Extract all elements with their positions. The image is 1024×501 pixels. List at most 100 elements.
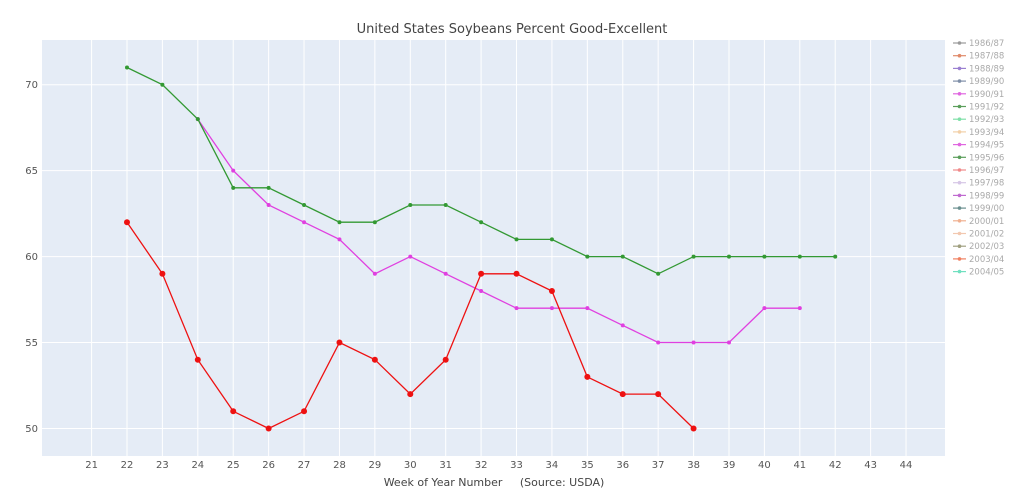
legend-item[interactable]: 2001/02 — [953, 230, 1004, 240]
x-tick-label: 26 — [262, 460, 275, 471]
data-point[interactable] — [691, 254, 696, 259]
data-point[interactable] — [371, 356, 378, 363]
x-tick-label: 29 — [369, 460, 382, 471]
data-point[interactable] — [620, 254, 625, 259]
legend-swatch-marker — [957, 117, 962, 121]
data-point[interactable] — [266, 203, 271, 208]
data-point[interactable] — [656, 271, 661, 276]
data-point[interactable] — [442, 356, 449, 363]
data-point[interactable] — [584, 373, 591, 380]
data-point[interactable] — [549, 237, 554, 242]
legend-item[interactable]: 1989/90 — [953, 77, 1004, 87]
x-tick-label: 33 — [510, 460, 523, 471]
data-point[interactable] — [443, 203, 448, 208]
legend-label: 1992/93 — [969, 115, 1004, 125]
data-point[interactable] — [372, 271, 377, 276]
x-tick-label: 42 — [829, 460, 842, 471]
x-tick-label: 34 — [546, 460, 559, 471]
x-tick-label: 37 — [652, 460, 665, 471]
legend-item[interactable]: 1987/88 — [953, 52, 1004, 62]
legend-item[interactable]: 1986/87 — [953, 39, 1004, 49]
legend-swatch-marker — [957, 53, 962, 58]
data-point[interactable] — [478, 270, 485, 277]
legend-label: 1986/87 — [969, 39, 1004, 49]
legend-item[interactable]: 1990/91 — [953, 90, 1004, 100]
data-point[interactable] — [443, 271, 448, 276]
x-tick-label: 31 — [439, 460, 452, 471]
data-point[interactable] — [762, 254, 767, 259]
legend-item[interactable]: 1991/92 — [953, 103, 1004, 113]
legend-item[interactable]: 1988/89 — [953, 64, 1004, 74]
data-point[interactable] — [230, 408, 237, 415]
legend-label: 1994/95 — [969, 141, 1004, 151]
data-point[interactable] — [231, 185, 236, 190]
data-point[interactable] — [123, 219, 130, 226]
data-point[interactable] — [265, 425, 272, 432]
x-tick-label: 23 — [156, 460, 169, 471]
legend-item[interactable]: 1998/99 — [953, 191, 1004, 201]
legend-swatch-marker — [957, 193, 962, 198]
legend-item[interactable]: 1999/00 — [953, 204, 1004, 214]
data-point[interactable] — [548, 287, 555, 294]
legend-item[interactable]: 1992/93 — [953, 115, 1004, 125]
data-point[interactable] — [726, 254, 731, 259]
data-point[interactable] — [407, 391, 414, 398]
data-point[interactable] — [833, 254, 838, 259]
data-point[interactable] — [549, 306, 554, 311]
data-point[interactable] — [302, 220, 307, 225]
data-point[interactable] — [619, 391, 626, 398]
series-2 — [123, 219, 697, 432]
legend-item[interactable]: 1994/95 — [953, 141, 1004, 151]
data-point[interactable] — [797, 254, 802, 259]
data-point[interactable] — [302, 203, 307, 208]
legend-swatch-marker — [957, 130, 962, 134]
data-point[interactable] — [690, 425, 697, 432]
data-point[interactable] — [124, 65, 129, 70]
data-point[interactable] — [159, 270, 166, 277]
data-point[interactable] — [585, 306, 590, 311]
data-point[interactable] — [372, 220, 377, 225]
data-point[interactable] — [585, 254, 590, 259]
data-point[interactable] — [691, 340, 696, 345]
legend-item[interactable]: 2004/05 — [953, 268, 1004, 278]
data-point[interactable] — [337, 220, 342, 225]
data-point[interactable] — [514, 306, 519, 311]
legend-swatch-marker — [957, 79, 962, 83]
data-point[interactable] — [301, 408, 308, 415]
data-point[interactable] — [408, 254, 413, 259]
legend-item[interactable]: 1995/96 — [953, 153, 1004, 163]
legend-swatch-marker — [957, 244, 962, 248]
legend-item[interactable]: 2002/03 — [953, 242, 1004, 252]
legend-item[interactable]: 2003/04 — [953, 255, 1004, 265]
data-point[interactable] — [336, 339, 343, 346]
data-point[interactable] — [513, 270, 520, 277]
legend-item[interactable]: 1996/97 — [953, 166, 1004, 176]
data-point[interactable] — [655, 391, 662, 398]
data-point[interactable] — [195, 117, 200, 122]
data-point[interactable] — [620, 323, 625, 328]
data-point[interactable] — [479, 288, 484, 293]
legend-label: 1991/92 — [969, 103, 1004, 113]
legend-item[interactable]: 1997/98 — [953, 179, 1004, 189]
x-tick-label: 40 — [758, 460, 771, 471]
data-point[interactable] — [479, 220, 484, 225]
data-point[interactable] — [762, 306, 767, 311]
data-point[interactable] — [408, 203, 413, 208]
data-point[interactable] — [231, 168, 236, 173]
legend-item[interactable]: 2000/01 — [953, 217, 1004, 227]
data-point[interactable] — [160, 82, 165, 87]
x-axis-ticks: 21 22 23 24 25 26 27 28 29 30 31 32 33 34 35 36 37 38 39 40… — [85, 460, 912, 471]
legend[interactable]: 1986/87 1987/88 1988/89 1989/90 1990/91 1991/… — [953, 39, 1004, 278]
data-point[interactable] — [266, 185, 271, 190]
data-point[interactable] — [656, 340, 661, 345]
data-point[interactable] — [726, 340, 731, 345]
data-point[interactable] — [514, 237, 519, 242]
legend-label: 2002/03 — [969, 242, 1004, 252]
data-point[interactable] — [797, 306, 802, 311]
legend-label: 2001/02 — [969, 230, 1004, 240]
legend-label: 1988/89 — [969, 64, 1004, 74]
data-point[interactable] — [194, 356, 201, 363]
data-point[interactable] — [337, 237, 342, 242]
legend-item[interactable]: 1993/94 — [953, 128, 1004, 138]
legend-label: 1998/99 — [969, 191, 1004, 201]
